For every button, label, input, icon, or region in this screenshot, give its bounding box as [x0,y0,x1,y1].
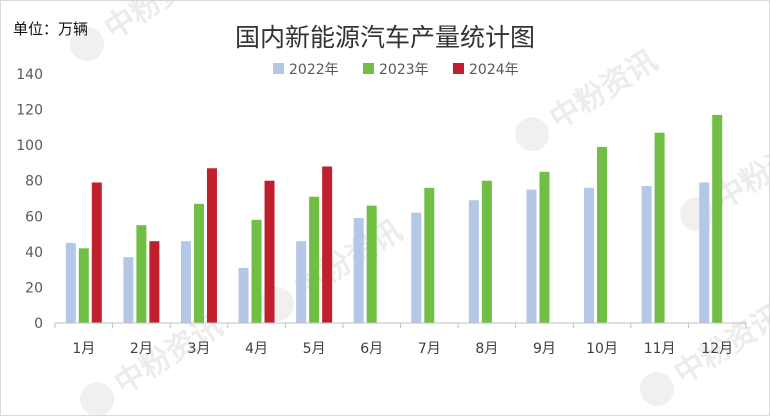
y-tick-label: 100 [16,138,43,154]
bar-2023年-8月 [481,180,492,323]
x-axis-ticks: 1月 2月 3月 4月 5月 6月 7月 8月 9月 10月 11月 12月 [54,323,747,357]
bar-2022年-10月 [584,187,595,323]
bar-2024年-1月 [91,182,102,323]
legend-swatch [273,63,284,74]
bar-2022年-11月 [641,186,652,323]
watermark: 中粉资讯 [80,308,229,415]
bar-2022年-9月 [526,189,537,323]
x-tick-label: 3月 [187,341,210,357]
bar-2023年-4月 [251,219,262,323]
watermark-text: 中粉资讯 [543,43,663,136]
x-tick-label: 1月 [72,341,95,357]
bar-2022年-5月 [296,241,307,323]
bar-2023年-10月 [597,146,608,323]
legend-swatch [453,63,464,74]
bar-2022年-12月 [699,182,710,323]
watermark-text: 中粉资讯 [288,213,408,306]
y-tick-label: 140 [16,67,43,83]
bar-2024年-4月 [264,180,275,323]
legend-swatch [363,63,374,74]
bar-2022年-2月 [123,257,134,323]
legend-label: 2023年 [379,62,429,78]
bar-2023年-1月 [78,248,89,323]
bar-2022年-4月 [238,267,249,323]
x-tick-label: 4月 [245,341,268,357]
bar-2022年-7月 [411,212,422,323]
bar-2023年-11月 [654,132,665,323]
bar-2023年-3月 [193,203,204,323]
unit-label: 单位：万辆 [13,20,88,38]
bar-2022年-6月 [353,218,364,323]
x-tick-label: 5月 [303,341,326,357]
x-tick-label: 10月 [586,341,618,357]
y-tick-label: 120 [16,103,43,119]
x-tick-label: 6月 [360,341,383,357]
bar-2023年-9月 [539,171,550,323]
x-tick-label: 11月 [644,341,676,357]
watermark-text: 中粉资讯 [98,1,218,47]
bar-2022年-3月 [180,241,191,323]
bar-2023年-2月 [136,225,147,323]
x-tick-label: 12月 [701,341,733,357]
bar-2022年-1月 [65,242,76,323]
x-tick-label: 9月 [533,341,556,357]
x-tick-label: 7月 [418,341,441,357]
bar-2024年-5月 [322,166,333,323]
legend-label: 2022年 [289,62,339,78]
y-tick-label: 40 [25,245,43,261]
bar-2023年-7月 [424,187,435,323]
bars-layer [65,114,723,324]
y-tick-label: 20 [25,280,43,296]
bar-2022年-8月 [468,200,479,323]
y-tick-label: 0 [34,316,43,332]
chart-title: 国内新能源汽车产量统计图 [235,23,535,52]
x-tick-label: 2月 [130,341,153,357]
legend: 2022年 2023年 2024年 [273,62,519,78]
watermark: 中粉资讯 [515,43,664,152]
bar-2023年-12月 [712,114,723,324]
x-tick-label: 8月 [475,341,498,357]
y-tick-label: 60 [25,209,43,225]
bar-2023年-5月 [309,196,320,323]
y-tick-label: 80 [25,174,43,190]
y-axis-ticks: 0 20 40 60 80 100 120 140 [16,67,43,332]
bar-2023年-6月 [366,205,377,323]
legend-label: 2024年 [469,62,519,78]
bar-2024年-3月 [206,168,217,323]
bar-2024年-2月 [149,241,160,323]
